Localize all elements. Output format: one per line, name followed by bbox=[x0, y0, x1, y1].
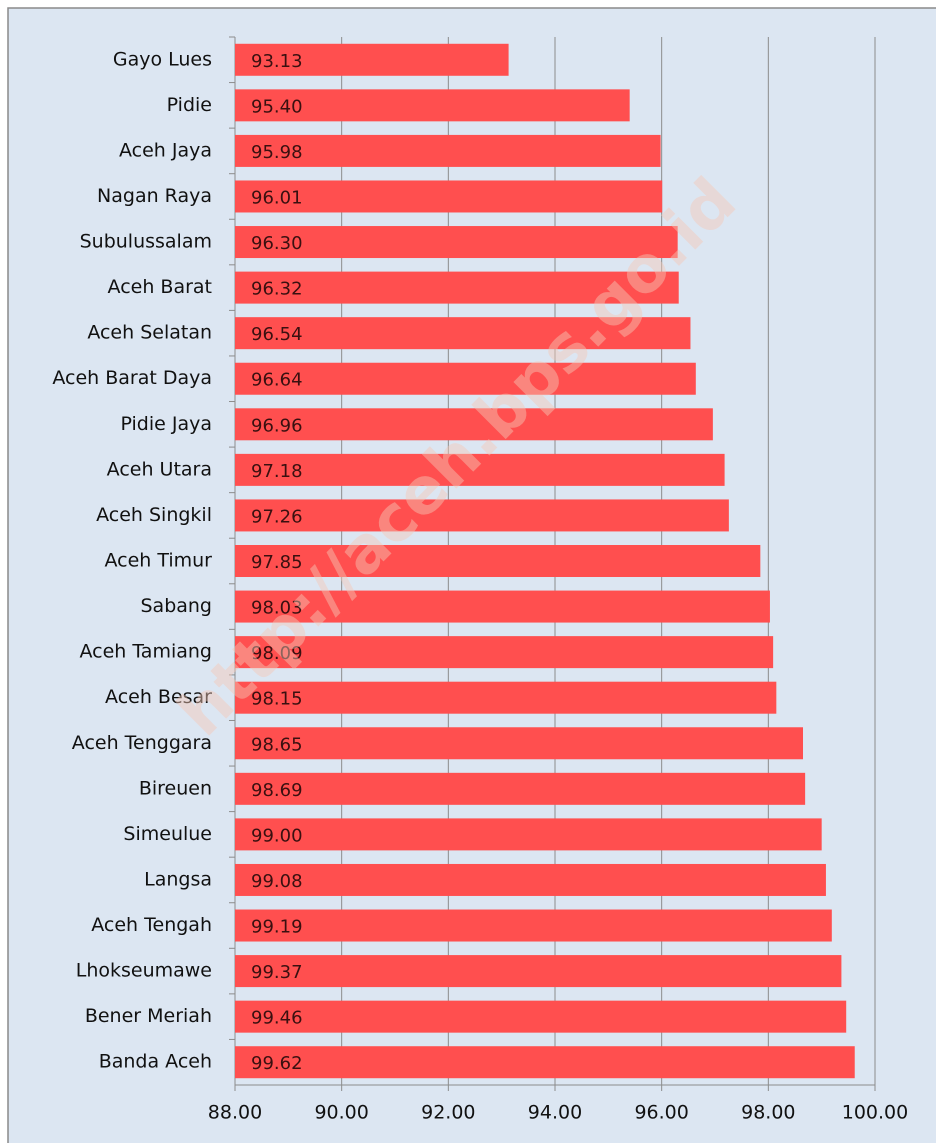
data-label: 97.26 bbox=[251, 506, 303, 527]
bar bbox=[235, 453, 725, 486]
bar bbox=[235, 636, 774, 669]
bar bbox=[235, 772, 806, 805]
y-tick-label: Bireuen bbox=[139, 777, 212, 799]
bar bbox=[235, 955, 842, 988]
y-tick-label: Aceh Singkil bbox=[96, 504, 212, 526]
bar bbox=[235, 89, 630, 122]
data-label: 95.98 bbox=[251, 142, 303, 163]
data-label: 96.32 bbox=[251, 279, 303, 300]
bar bbox=[235, 909, 832, 942]
data-label: 99.62 bbox=[251, 1053, 303, 1074]
y-tick-label: Aceh Barat bbox=[108, 276, 212, 298]
data-label: 97.18 bbox=[251, 461, 303, 482]
y-tick-label: Aceh Timur bbox=[104, 550, 212, 572]
y-tick-label: Aceh Jaya bbox=[119, 139, 212, 161]
data-label: 96.96 bbox=[251, 415, 303, 436]
bar bbox=[235, 43, 509, 76]
x-tick-label: 100.00 bbox=[842, 1102, 908, 1124]
bar bbox=[235, 1000, 847, 1033]
data-label: 99.00 bbox=[251, 825, 303, 846]
data-label: 99.37 bbox=[251, 962, 303, 983]
data-label: 96.64 bbox=[251, 370, 303, 391]
bar bbox=[235, 818, 822, 851]
bar bbox=[235, 681, 777, 714]
data-label: 93.13 bbox=[251, 51, 303, 72]
bar bbox=[235, 590, 770, 623]
data-label: 98.69 bbox=[251, 780, 303, 801]
bar bbox=[235, 226, 678, 259]
y-tick-label: Bener Meriah bbox=[85, 1005, 212, 1027]
data-label: 97.85 bbox=[251, 552, 303, 573]
data-label: 98.65 bbox=[251, 734, 303, 755]
y-tick-label: Gayo Lues bbox=[113, 48, 212, 70]
x-tick-label: 96.00 bbox=[634, 1102, 688, 1124]
x-tick-label: 90.00 bbox=[314, 1102, 368, 1124]
data-label: 96.54 bbox=[251, 324, 303, 345]
y-tick-label: Simeulue bbox=[123, 823, 212, 845]
data-label: 98.15 bbox=[251, 689, 303, 710]
y-tick-label: Pidie Jaya bbox=[120, 413, 212, 435]
y-tick-label: Aceh Tenggara bbox=[72, 732, 212, 754]
bar bbox=[235, 727, 803, 760]
y-tick-label: Pidie bbox=[167, 94, 212, 116]
data-label: 99.19 bbox=[251, 917, 303, 938]
y-tick-label: Langsa bbox=[144, 868, 212, 890]
y-tick-label: Nagan Raya bbox=[97, 185, 212, 207]
bar bbox=[235, 180, 663, 213]
bar bbox=[235, 134, 661, 167]
bar bbox=[235, 1046, 855, 1079]
y-tick-label: Aceh Selatan bbox=[87, 322, 212, 344]
bar bbox=[235, 408, 713, 441]
data-label: 98.09 bbox=[251, 643, 303, 664]
y-tick-label: Banda Aceh bbox=[99, 1051, 212, 1073]
x-tick-label: 98.00 bbox=[741, 1102, 795, 1124]
y-tick-label: Aceh Utara bbox=[107, 458, 212, 480]
y-tick-label: Aceh Tengah bbox=[91, 914, 212, 936]
data-label: 98.03 bbox=[251, 598, 303, 619]
data-label: 96.01 bbox=[251, 187, 303, 208]
bar bbox=[235, 362, 696, 395]
bar bbox=[235, 863, 826, 896]
y-tick-label: Subulussalam bbox=[80, 231, 212, 253]
y-tick-label: Aceh Besar bbox=[105, 686, 212, 708]
y-tick-label: Aceh Tamiang bbox=[79, 641, 212, 663]
y-tick-label: Aceh Barat Daya bbox=[52, 367, 212, 389]
data-label: 99.46 bbox=[251, 1008, 303, 1029]
data-label: 95.40 bbox=[251, 96, 303, 117]
x-tick-label: 88.00 bbox=[208, 1102, 262, 1124]
data-label: 99.08 bbox=[251, 871, 303, 892]
y-tick-label: Lhokseumawe bbox=[76, 960, 212, 982]
bar bbox=[235, 499, 729, 532]
y-tick-label: Sabang bbox=[140, 595, 212, 617]
x-tick-label: 94.00 bbox=[528, 1102, 582, 1124]
x-tick-label: 92.00 bbox=[421, 1102, 475, 1124]
bar bbox=[235, 317, 691, 350]
bar bbox=[235, 271, 679, 304]
data-label: 96.30 bbox=[251, 233, 303, 254]
bar bbox=[235, 545, 761, 577]
